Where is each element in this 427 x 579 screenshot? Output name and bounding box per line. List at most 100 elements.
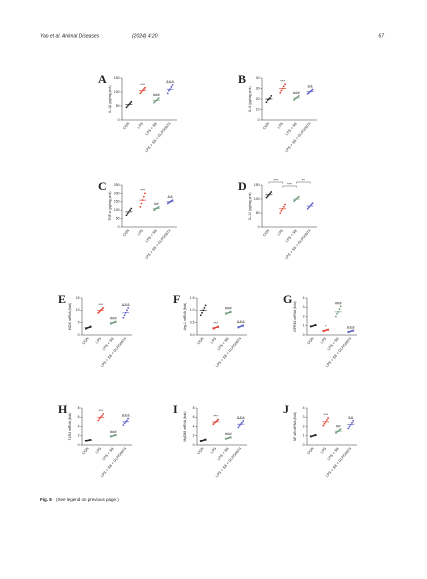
data-dot (97, 419, 100, 422)
data-dot (168, 89, 170, 92)
data-dot (142, 195, 145, 198)
data-dot (237, 426, 240, 429)
data-dot (314, 433, 317, 436)
panel-letter: A (98, 72, 107, 86)
x-tick-label: LPS (277, 228, 285, 236)
comparison-bracket (282, 185, 297, 188)
x-tick-label: LPS (210, 336, 218, 344)
x-tick-label: LPS + SB (285, 228, 299, 243)
y-tick-label: 50 (256, 211, 260, 215)
y-tick-label: 4 (303, 296, 305, 300)
y-tick-label: 0.0 (190, 333, 195, 337)
x-tick-label: LPS + SB + GLPG0974 (100, 337, 127, 369)
data-dot (339, 428, 342, 431)
y-tick-label: 30 (256, 86, 260, 90)
panel-letter: E (58, 292, 66, 306)
panel-letter: H (58, 402, 68, 416)
data-dot (326, 419, 328, 421)
data-dot (297, 195, 300, 198)
significance-mark: *** (140, 187, 145, 192)
significance-mark: &&& (122, 302, 130, 307)
data-dot (98, 310, 101, 313)
significance-mark: *** (280, 78, 285, 83)
caption-text: (See legend on previous page.) (56, 497, 119, 502)
y-tick-label: 50 (116, 216, 120, 220)
y-tick-label: 0 (118, 118, 120, 122)
data-dot (130, 100, 133, 103)
data-dot (212, 423, 215, 426)
data-dot (140, 202, 143, 205)
data-dot (157, 205, 160, 208)
bracket-label: ** (302, 178, 306, 183)
data-dot (140, 91, 143, 93)
data-dot (351, 421, 353, 424)
data-dot (241, 421, 243, 424)
y-tick-label: 0.5 (190, 321, 195, 325)
x-tick-label: LPS + SB + GLPG0974 (215, 337, 242, 369)
y-tick-label: 6 (193, 415, 195, 419)
significance-mark: ### (153, 92, 160, 97)
data-dot (101, 308, 103, 310)
data-dot (296, 196, 299, 199)
significance-mark: *** (213, 414, 218, 419)
y-tick-label: 20 (256, 97, 260, 101)
panel-letter: B (238, 72, 246, 86)
data-dot (204, 304, 207, 307)
y-axis-label: TNF-α (pg/mg prot) (108, 191, 112, 220)
y-tick-label: 2 (78, 434, 80, 438)
y-tick-label: 250 (114, 183, 120, 187)
data-dot (157, 97, 160, 100)
y-tick-label: 40 (256, 76, 260, 80)
x-tick-label: CON (262, 121, 270, 130)
data-dot (129, 102, 131, 105)
significance-mark: ### (225, 306, 232, 311)
x-tick-label: LPS + SB + GLPG0974 (325, 447, 352, 479)
y-tick-label: 8 (78, 406, 80, 410)
data-dot (242, 324, 245, 327)
data-dot (280, 89, 283, 92)
significance-mark: *** (98, 302, 103, 307)
data-dot (125, 214, 128, 217)
y-tick-label: 150 (254, 183, 260, 187)
data-dot (306, 92, 309, 95)
y-axis-label: IL-1β (pg/mg prot) (108, 85, 112, 112)
data-dot (266, 99, 269, 101)
significance-mark: *** (140, 82, 145, 87)
data-dot (217, 325, 220, 328)
data-dot (284, 83, 286, 86)
data-dot (171, 199, 174, 202)
y-tick-label: 100 (114, 208, 120, 212)
panel-letter: F (173, 292, 180, 306)
significance-mark: &&& (237, 319, 245, 324)
data-dot (102, 306, 105, 309)
y-tick-label: 4 (78, 424, 80, 428)
panel-letter: G (283, 292, 292, 306)
significance-mark: ### (110, 315, 117, 320)
significance-mark: && (167, 194, 173, 199)
data-dot (339, 305, 342, 308)
data-dot (294, 199, 297, 202)
y-tick-label: 3 (303, 305, 305, 309)
y-tick-label: 0 (78, 443, 80, 447)
data-dot (265, 196, 268, 199)
comparison-bracket (296, 181, 311, 184)
x-tick-label: LPS (137, 228, 145, 236)
significance-mark: ### (225, 431, 232, 436)
header-left: Yao et al. Animal Diseases (40, 33, 100, 39)
data-dot (199, 314, 202, 317)
caption-label: Fig. 8 (40, 497, 52, 502)
x-tick-label: CON (82, 446, 90, 455)
data-dot (127, 417, 130, 420)
comparison-bracket (268, 181, 283, 184)
data-dot (201, 311, 203, 314)
x-tick-label: LPS (137, 121, 145, 129)
data-dot (311, 202, 314, 205)
y-tick-label: 150 (114, 76, 120, 80)
significance-mark: ### (335, 300, 342, 305)
data-dot (284, 203, 286, 206)
data-dot (144, 86, 146, 89)
data-dot (348, 425, 351, 428)
data-dot (123, 314, 126, 317)
data-dot (308, 91, 310, 94)
